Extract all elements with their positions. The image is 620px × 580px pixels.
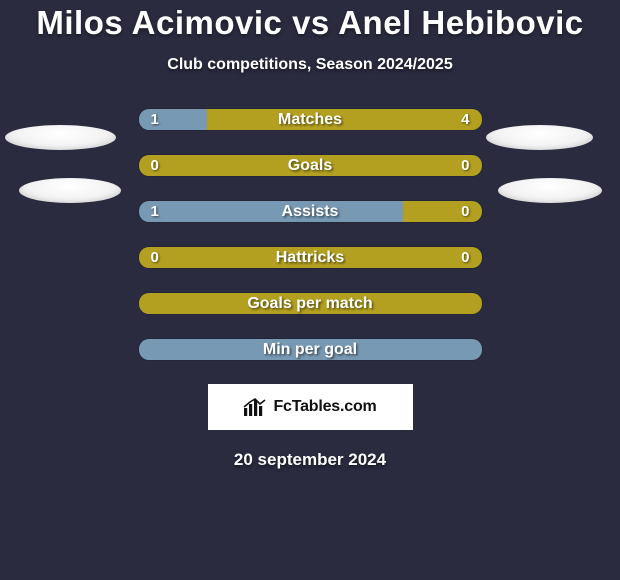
stat-row: 14Matches	[138, 108, 483, 131]
stat-row: Min per goal	[138, 338, 483, 361]
stat-value-right: 0	[461, 155, 469, 176]
stat-value-right: 4	[461, 109, 469, 130]
stat-value-right: 0	[461, 201, 469, 222]
logo-text: FcTables.com	[273, 398, 376, 416]
stat-value-left: 0	[151, 247, 159, 268]
page-subtitle: Club competitions, Season 2024/2025	[0, 56, 620, 74]
stat-value-left: 1	[151, 201, 159, 222]
stat-value-right: 0	[461, 247, 469, 268]
stat-rows: 14Matches00Goals10Assists00HattricksGoal…	[138, 108, 483, 361]
bar-segment-right	[139, 247, 482, 268]
stat-row: Goals per match	[138, 292, 483, 315]
player2-marker-bottom	[498, 178, 602, 203]
page-title: Milos Acimovic vs Anel Hebibovic	[0, 4, 620, 42]
bar-segment-right	[139, 293, 482, 314]
bar-segment-right	[139, 155, 482, 176]
player1-marker-top	[5, 125, 116, 150]
bar-segment-left	[139, 201, 403, 222]
stat-value-left: 0	[151, 155, 159, 176]
bar-segment-left	[139, 109, 208, 130]
stat-row: 10Assists	[138, 200, 483, 223]
stat-row: 00Goals	[138, 154, 483, 177]
player2-marker-top	[486, 125, 593, 150]
player1-marker-bottom	[19, 178, 121, 203]
bar-segment-left	[139, 339, 482, 360]
stat-value-left: 1	[151, 109, 159, 130]
date-text: 20 september 2024	[0, 450, 620, 470]
bars-icon	[243, 397, 267, 417]
logo-box: FcTables.com	[208, 384, 413, 430]
bar-segment-right	[207, 109, 481, 130]
comparison-infographic: Milos Acimovic vs Anel Hebibovic Club co…	[0, 0, 620, 580]
stat-row: 00Hattricks	[138, 246, 483, 269]
